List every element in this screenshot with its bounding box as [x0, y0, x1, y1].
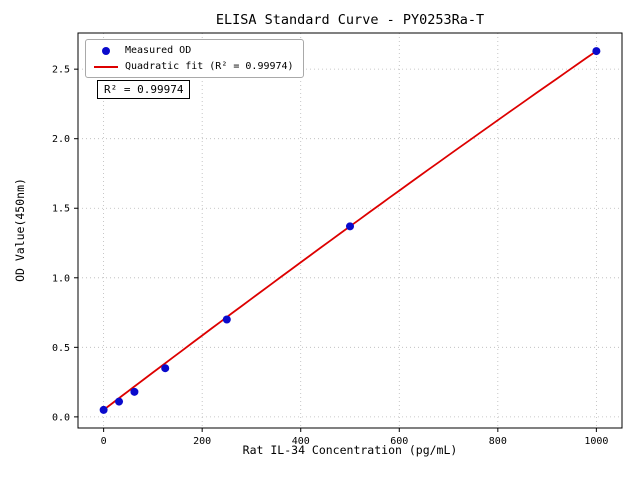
y-tick-label: 2.5 [52, 65, 70, 76]
legend-marker-cell [93, 65, 119, 68]
legend-item-measured-od: Measured OD [93, 45, 294, 56]
y-tick-label: 1.5 [52, 204, 70, 215]
x-tick-label: 600 [390, 436, 408, 447]
data-point [222, 315, 231, 324]
data-point [115, 397, 124, 406]
data-point [346, 222, 354, 231]
data-point [161, 364, 170, 373]
line-marker-icon [94, 65, 118, 68]
x-tick-label: 0 [101, 436, 107, 447]
x-axis-label: Rat IL-34 Concentration (pg/mL) [242, 443, 458, 457]
scatter-marker-icon [102, 46, 110, 55]
legend-item-quadratic-fit: Quadratic fit (R² = 0.99974) [93, 61, 294, 72]
data-point [99, 405, 108, 414]
x-tick-label: 1000 [584, 436, 608, 447]
y-axis-label: OD Value(450nm) [13, 178, 27, 282]
x-tick-label: 200 [193, 436, 211, 447]
y-tick-label: 0.0 [52, 412, 70, 423]
r-squared-annotation: R² = 0.99974 [97, 80, 191, 99]
data-point [130, 387, 139, 396]
y-tick-label: 0.5 [52, 343, 70, 354]
axes-frame [77, 32, 623, 429]
legend-label-measured-od: Measured OD [125, 45, 192, 56]
legend-label-quadratic-fit: Quadratic fit (R² = 0.99974) [125, 61, 294, 72]
x-tick-label: 400 [292, 436, 310, 447]
legend: Measured OD Quadratic fit (R² = 0.99974) [85, 39, 304, 78]
y-tick-label: 1.0 [52, 273, 70, 284]
chart-title: ELISA Standard Curve - PY0253Ra-T [215, 12, 485, 28]
x-tick-label: 800 [489, 436, 507, 447]
legend-marker-cell [93, 46, 119, 55]
data-point [592, 47, 601, 56]
quadratic-fit-line [103, 50, 597, 411]
y-tick-label: 2.0 [52, 134, 70, 145]
